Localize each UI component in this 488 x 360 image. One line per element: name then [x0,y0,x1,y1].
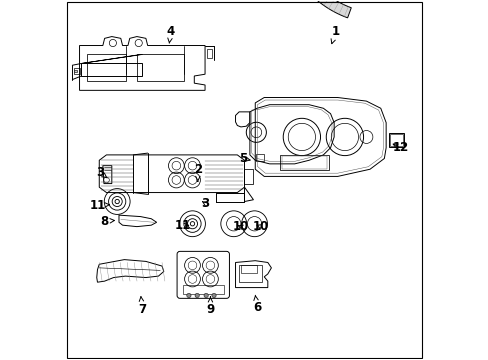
Bar [281,156,326,168]
Text: 11: 11 [174,219,190,232]
Text: 11: 11 [90,199,109,212]
Circle shape [186,293,191,298]
Text: 1: 1 [330,25,339,44]
Text: 10: 10 [232,220,248,233]
Text: 6: 6 [252,295,261,314]
Text: 7: 7 [138,297,146,316]
Bar [137,54,183,81]
Text: 4: 4 [166,25,175,43]
Text: 2: 2 [193,163,202,181]
Text: 8: 8 [100,215,114,228]
Bar [244,169,253,184]
Bar [74,68,80,74]
Text: 12: 12 [391,141,408,154]
Bar [239,265,262,282]
Text: 3: 3 [96,166,107,179]
Circle shape [203,293,208,298]
Bar [241,265,257,273]
Bar [206,49,212,58]
Bar [86,54,126,81]
Circle shape [211,293,216,298]
Bar [389,134,402,145]
Text: 10: 10 [252,220,268,233]
Text: 9: 9 [206,297,214,316]
Bar [256,154,263,161]
Bar [183,285,223,294]
Bar [388,133,403,147]
Circle shape [195,293,199,298]
Bar [74,69,77,72]
Text: 3: 3 [201,197,209,210]
Polygon shape [293,0,350,18]
Text: 5: 5 [238,152,249,165]
Bar [280,155,328,170]
